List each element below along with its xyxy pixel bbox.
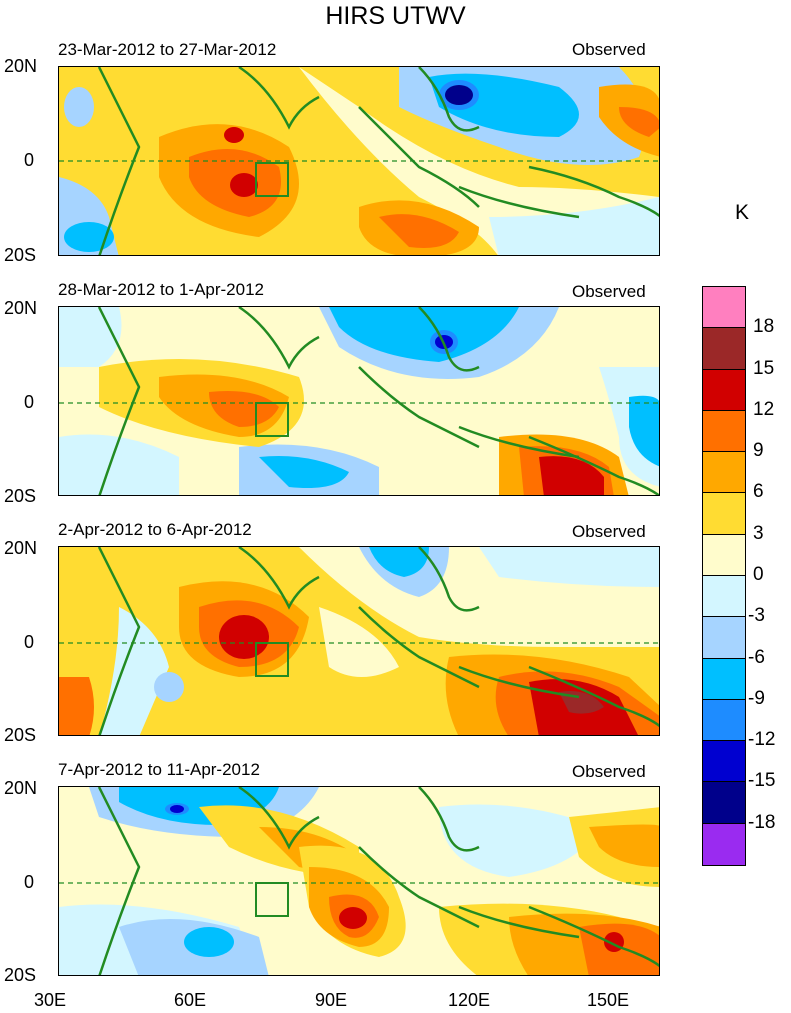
figure-title: HIRS UTWV — [325, 2, 466, 30]
colorbar-cell — [703, 617, 745, 659]
colorbar-label: 9 — [753, 440, 764, 462]
colorbar-cell — [703, 823, 745, 865]
colorbar-label: -15 — [748, 770, 776, 792]
lon-label-90e: 90E — [315, 990, 348, 1010]
colorbar-label: 12 — [753, 398, 775, 420]
colorbar-cell — [703, 287, 745, 329]
panel-2-lat-20s: 20S — [4, 486, 37, 506]
panel-4-lat-20n: 20N — [4, 778, 38, 798]
colorbar-label: -3 — [748, 605, 765, 627]
colorbar-cell — [703, 782, 745, 824]
panel-4-lat-20s: 20S — [4, 965, 37, 985]
colorbar-label: -6 — [748, 646, 765, 668]
units-label: K — [735, 201, 750, 224]
panel-1-date-range: 23-Mar-2012 to 27-Mar-2012 — [58, 40, 277, 59]
colorbar-cell — [703, 576, 745, 618]
colorbar-cell — [703, 410, 745, 453]
panel-4-map — [58, 786, 660, 976]
panel-4-lat-0: 0 — [24, 872, 35, 892]
colorbar-cell — [703, 369, 745, 411]
panel-3-lat-20s: 20S — [4, 725, 37, 745]
colorbar-label: -9 — [748, 687, 765, 709]
colorbar-label: -18 — [748, 811, 776, 833]
colorbar-label: 3 — [753, 522, 764, 544]
panel-1-lat-20s: 20S — [4, 245, 37, 265]
colorbar-cell — [703, 658, 745, 700]
panel-3-lat-20n: 20N — [4, 538, 38, 558]
colorbar-label: 15 — [753, 357, 775, 379]
panel-2-date-range: 28-Mar-2012 to 1-Apr-2012 — [58, 280, 265, 299]
colorbar-cell — [703, 452, 745, 494]
panel-2-lat-20n: 20N — [4, 298, 38, 318]
lon-label-60e: 60E — [174, 990, 207, 1010]
colorbar-label: 0 — [753, 564, 764, 585]
colorbar-label: 6 — [753, 481, 764, 503]
panel-1-lat-20n: 20N — [4, 56, 38, 76]
panel-3-date-range: 2-Apr-2012 to 6-Apr-2012 — [58, 520, 252, 539]
panel-3-map — [58, 546, 660, 736]
panel-1-map — [58, 66, 660, 256]
colorbar-cell — [703, 699, 745, 742]
colorbar — [702, 286, 746, 866]
panel-4-observed-label: Observed — [572, 762, 646, 781]
panel-4-date-range: 7-Apr-2012 to 11-Apr-2012 — [58, 760, 260, 779]
panel-2-lat-0: 0 — [24, 392, 35, 412]
panel-2-map — [58, 306, 660, 496]
panel-3-lat-0: 0 — [24, 632, 35, 652]
lon-label-150e: 150E — [587, 990, 630, 1010]
colorbar-cell — [703, 493, 745, 535]
colorbar-label: -12 — [748, 729, 776, 751]
colorbar-cell — [703, 328, 745, 370]
colorbar-cell — [703, 741, 745, 783]
panel-1-observed-label: Observed — [572, 40, 646, 59]
colorbar-cell — [703, 534, 745, 576]
panel-1-lat-0: 0 — [24, 150, 35, 170]
lon-label-120e: 120E — [448, 990, 491, 1010]
panel-3-observed-label: Observed — [572, 522, 646, 541]
colorbar-label: 18 — [753, 316, 775, 338]
panel-2-observed-label: Observed — [572, 282, 646, 301]
lon-label-30e: 30E — [34, 990, 67, 1010]
